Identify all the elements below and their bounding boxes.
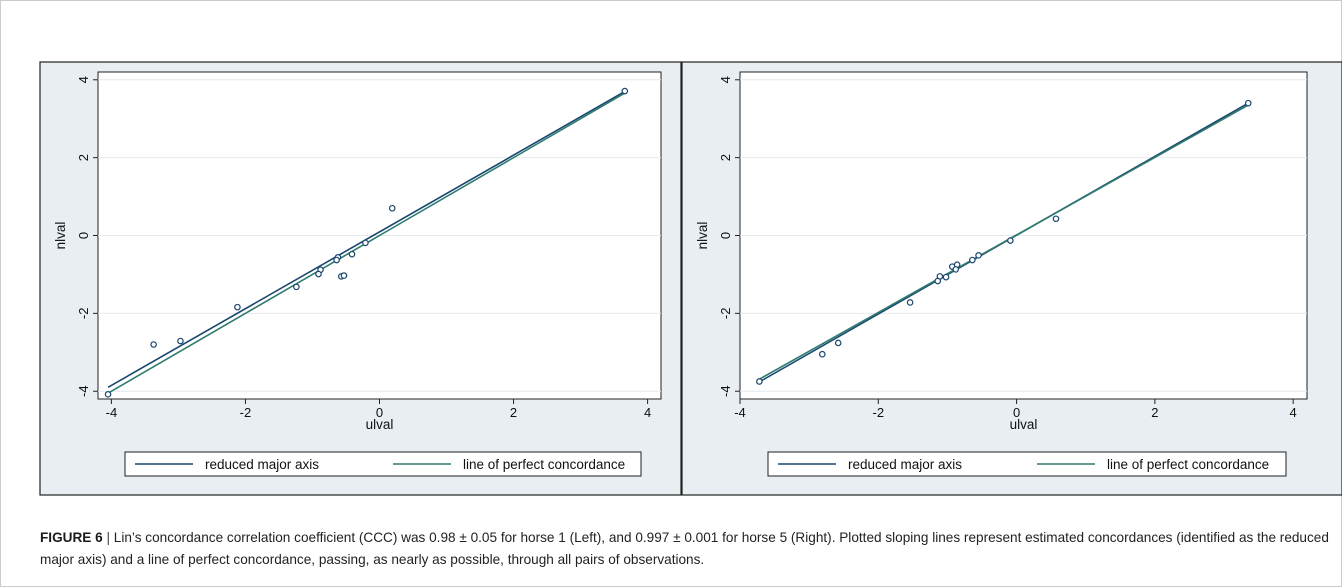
data-point [362, 239, 369, 247]
data-point [177, 337, 184, 345]
legend: reduced major axis line of perfect concor… [124, 451, 642, 477]
legend-label: reduced major axis [205, 457, 319, 472]
rma-line [107, 90, 626, 389]
chart-panel-1: -4 -2 0 2 4 -4 -2 0 2 4 ulval nlval reduced major ax… [39, 61, 682, 496]
y-axis-label: nlval [695, 222, 710, 250]
chart-panel-2: -4 -2 0 2 4 -4 -2 0 2 4 ulval nlval reduced major ax… [681, 61, 1342, 496]
y-tick-label: 0 [718, 232, 733, 239]
x-axis-label: ulval [366, 417, 394, 432]
data-point [150, 341, 157, 348]
x-tick-label: 2 [1151, 405, 1158, 420]
data-point [906, 299, 914, 306]
x-tick-label: 2 [510, 405, 517, 420]
data-point [315, 270, 322, 278]
caption-text: Lin’s concordance correlation coefficien… [40, 530, 1329, 567]
x-tick-label: 4 [644, 405, 651, 420]
data-point [818, 350, 826, 358]
figure-caption: FIGURE 6 | Lin’s concordance correlation… [40, 527, 1335, 571]
x-tick-label: 0 [376, 405, 383, 420]
caption-separator: | [106, 530, 111, 545]
data-point [975, 252, 982, 259]
data-point [333, 256, 340, 264]
y-tick-label: -2 [718, 308, 733, 320]
x-tick-label: 4 [1290, 405, 1297, 420]
x-tick-label: -4 [734, 405, 746, 420]
x-tick-label: 0 [1013, 405, 1020, 420]
legend-label: reduced major axis [848, 457, 962, 472]
legend-label: line of perfect concordance [463, 457, 625, 472]
y-tick-label: -4 [76, 385, 91, 397]
data-point [834, 339, 842, 347]
legend-label: line of perfect concordance [1107, 457, 1269, 472]
data-point [1052, 215, 1060, 223]
data-point [340, 272, 348, 279]
x-axis-label: ulval [1010, 417, 1038, 432]
x-tick-label: -4 [106, 405, 118, 420]
y-tick-label: -4 [718, 385, 733, 397]
figure-label: FIGURE 6 [40, 530, 103, 545]
legend-box [124, 451, 642, 477]
data-point [104, 391, 112, 398]
y-tick-label: 2 [76, 154, 91, 161]
y-tick-label: 2 [718, 154, 733, 161]
data-point [234, 303, 241, 311]
data-point [1244, 99, 1252, 107]
data-point [621, 87, 629, 95]
data-point [756, 378, 763, 385]
y-tick-label: -2 [76, 308, 91, 320]
y-tick-label: 4 [718, 76, 733, 83]
data-point [1007, 237, 1014, 244]
data-point [934, 277, 942, 285]
data-point [969, 256, 976, 264]
y-axis-label: nlval [53, 222, 68, 250]
y-tick-label: 0 [76, 232, 91, 239]
data-point [293, 283, 300, 291]
data-point [348, 250, 356, 258]
legend: reduced major axis line of perfect concor… [767, 451, 1287, 477]
y-tick-label: 4 [76, 76, 91, 83]
x-tick-label: -2 [873, 405, 885, 420]
perfect-concordance-line [758, 104, 1249, 380]
data-point [952, 266, 960, 273]
data-point [942, 273, 950, 281]
data-point [388, 204, 396, 212]
legend-box [767, 451, 1287, 477]
x-tick-label: -2 [240, 405, 252, 420]
